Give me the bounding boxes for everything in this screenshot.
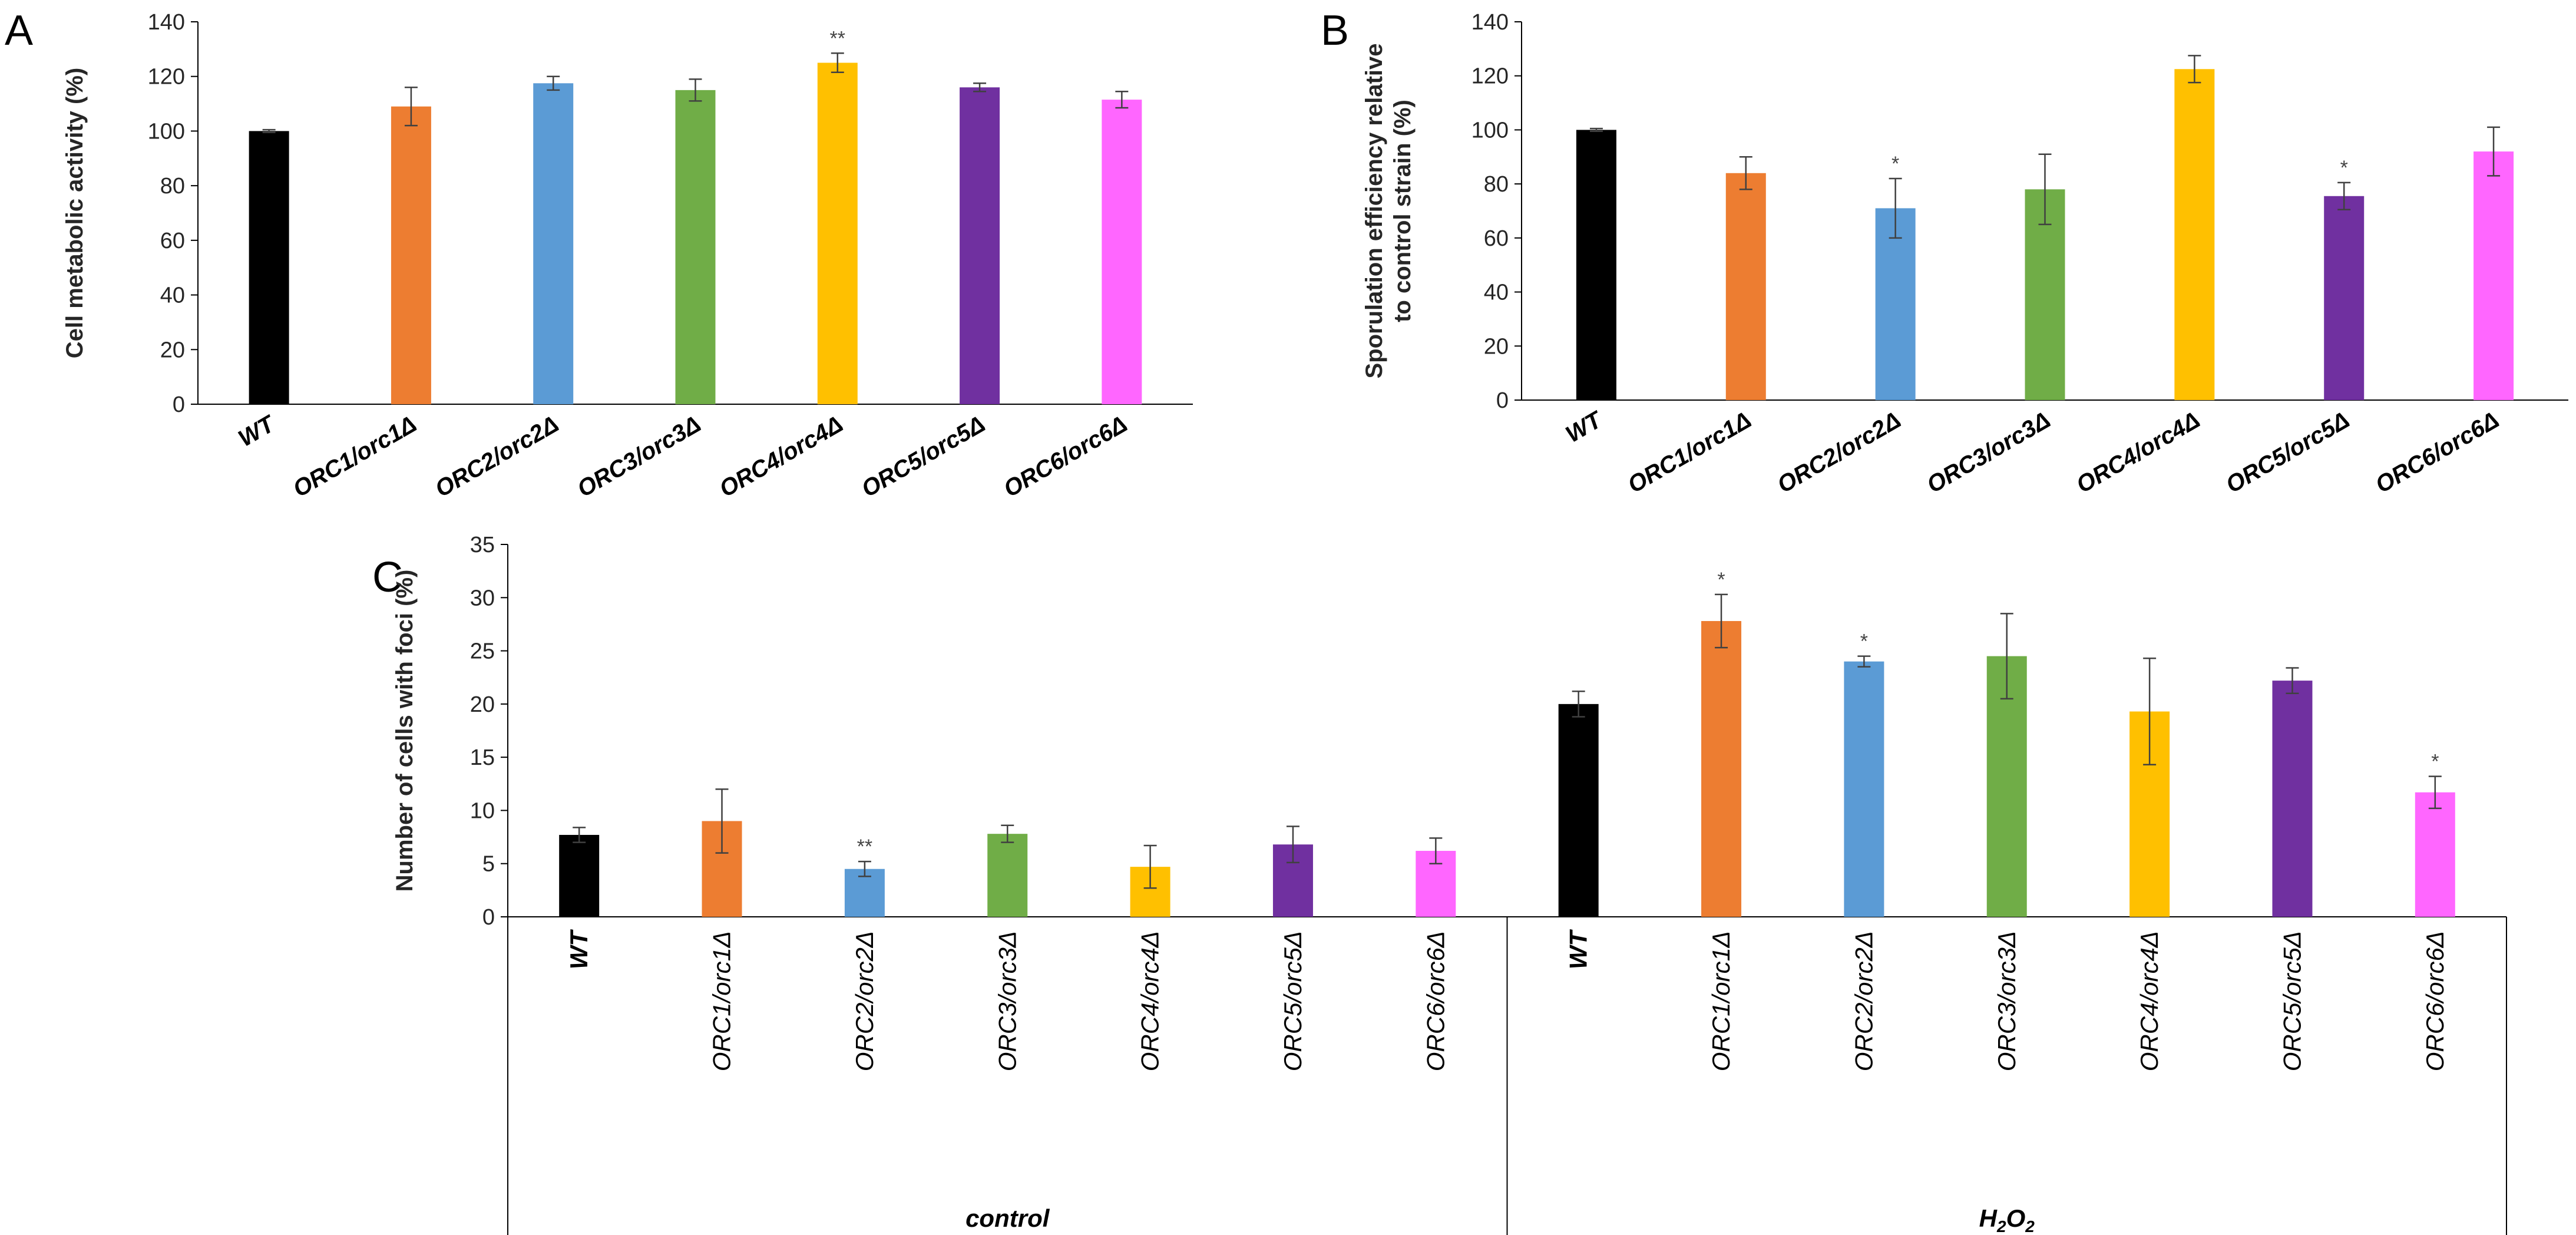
panel-c-category-label: ORC1/orc1Δ bbox=[1707, 931, 1735, 1071]
panel-letter-b: B bbox=[1321, 7, 1349, 54]
panel-a-significance-label: ** bbox=[830, 27, 845, 49]
panel-a-bar-orc3-orc3 bbox=[675, 90, 716, 405]
panel-b-y-tick-label: 80 bbox=[1484, 172, 1509, 197]
panel-c-bar-control-orc3-orc3 bbox=[987, 834, 1028, 917]
panel-c-group-label-control: control bbox=[965, 1204, 1050, 1232]
panel-a-bar-wt bbox=[249, 131, 289, 404]
panel-b-bar-orc5-orc5 bbox=[2324, 196, 2365, 400]
panel-b-category-label: ORC5/orc5Δ bbox=[2221, 407, 2353, 498]
panel-a-y-tick-label: 20 bbox=[160, 338, 185, 362]
panel-b-category-label: WT bbox=[1562, 406, 1608, 448]
panel-b-category-label: ORC1/orc1Δ bbox=[1623, 407, 1755, 498]
panel-c-y-tick-label: 20 bbox=[470, 692, 495, 717]
panel-b-y-tick-label: 40 bbox=[1484, 280, 1509, 305]
panel-c-significance-label: * bbox=[2431, 751, 2439, 773]
panel-a-category-label: ORC3/orc3Δ bbox=[573, 411, 705, 503]
panel-c-significance-label: * bbox=[1717, 569, 1725, 591]
panel-c-category-label: ORC5/orc5Δ bbox=[2278, 931, 2306, 1071]
panel-c-category-label: ORC2/orc2Δ bbox=[851, 931, 878, 1071]
panel-c-bar-control-wt bbox=[559, 834, 600, 917]
panel-c-y-tick-label: 30 bbox=[470, 586, 495, 610]
panel-a-bar-orc6-orc6 bbox=[1102, 100, 1142, 404]
panel-c-category-label: ORC6/orc6Δ bbox=[1421, 931, 1449, 1071]
panel-c-y-tick-label: 25 bbox=[470, 639, 495, 664]
panel-c-category-label: WT bbox=[565, 929, 593, 970]
panel-a-category-label: ORC1/orc1Δ bbox=[289, 411, 421, 503]
panel-b-y-tick-label: 0 bbox=[1496, 388, 1509, 413]
panel-c-bar-h2o2-orc2-orc2 bbox=[1844, 661, 1884, 917]
panel-b-y-tick-label: 100 bbox=[1471, 118, 1509, 143]
panel-b-y-tick-label: 20 bbox=[1484, 334, 1509, 359]
panel-a-category-label: ORC2/orc2Δ bbox=[431, 411, 563, 503]
panel-b-category-label: ORC3/orc3Δ bbox=[1923, 407, 2055, 498]
panel-c-category-label: ORC1/orc1Δ bbox=[708, 931, 736, 1071]
panel-c-significance-label: * bbox=[1860, 630, 1868, 653]
panel-a-bar-orc2-orc2 bbox=[533, 83, 574, 404]
panel-c-y-tick-label: 0 bbox=[482, 905, 495, 930]
panel-b-bar-orc1-orc1 bbox=[1725, 173, 1766, 400]
panel-letter-a: A bbox=[5, 7, 33, 54]
panel-letter-c: C bbox=[372, 554, 403, 601]
panel-a-category-label: ORC6/orc6Δ bbox=[1000, 411, 1132, 503]
panel-b-category-label: ORC6/orc6Δ bbox=[2371, 407, 2503, 498]
panel-c-bar-h2o2-orc5-orc5 bbox=[2272, 681, 2313, 917]
panel-a-y-tick-label: 140 bbox=[148, 10, 185, 35]
panel-b-bar-orc4-orc4 bbox=[2174, 69, 2215, 400]
panel-a-y-tick-label: 120 bbox=[148, 65, 185, 90]
panel-c-category-label: ORC6/orc6Δ bbox=[2421, 931, 2449, 1071]
panel-a-y-tick-label: 80 bbox=[160, 174, 185, 199]
panel-b-significance-label: * bbox=[1892, 153, 1899, 175]
panel-c-category-label: ORC3/orc3Δ bbox=[993, 931, 1021, 1071]
panel-b-category-label: ORC2/orc2Δ bbox=[1773, 407, 1905, 498]
panel-a-category-label: WT bbox=[234, 410, 280, 452]
panel-c-bar-h2o2-wt bbox=[1558, 704, 1599, 917]
panel-c-category-label: ORC3/orc3Δ bbox=[1993, 931, 2021, 1071]
panel-a-bar-orc1-orc1 bbox=[391, 106, 431, 404]
panel-c-y-tick-label: 5 bbox=[482, 852, 495, 877]
panel-b-chart: 0 20 40 60 80 100 120 140 Sporulation efficiency… bbox=[1361, 10, 2568, 498]
panel-c-category-label: ORC2/orc2Δ bbox=[1850, 931, 1877, 1071]
panel-a-category-label: ORC5/orc5Δ bbox=[857, 411, 989, 503]
panel-a-category-label: ORC4/orc4Δ bbox=[715, 411, 847, 503]
panel-c-y-axis-label: Number of cells with foci (%) bbox=[392, 570, 418, 892]
panel-c-significance-label: ** bbox=[857, 836, 872, 858]
panel-b-y-tick-label: 60 bbox=[1484, 226, 1509, 251]
panel-c-bar-h2o2-orc1-orc1 bbox=[1701, 621, 1742, 917]
panel-a-y-tick-label: 0 bbox=[173, 392, 185, 417]
panel-c-group-label-h2o2: H2O2 bbox=[1979, 1204, 2035, 1235]
panel-b-bar-orc2-orc2 bbox=[1875, 208, 1916, 400]
panel-c-category-label: ORC5/orc5Δ bbox=[1279, 931, 1307, 1071]
panel-b-category-label: ORC4/orc4Δ bbox=[2072, 407, 2204, 498]
panel-c-y-tick-label: 15 bbox=[470, 745, 495, 770]
panel-c-y-tick-label: 35 bbox=[470, 533, 495, 557]
panel-b-y-tick-label: 140 bbox=[1471, 10, 1509, 35]
panel-c-category-label: ORC4/orc4Δ bbox=[1136, 931, 1164, 1071]
panel-c-category-label: WT bbox=[1565, 929, 1592, 970]
panel-c-category-label: ORC4/orc4Δ bbox=[2135, 931, 2163, 1071]
panel-a-y-tick-label: 100 bbox=[148, 119, 185, 144]
panel-c-y-tick-label: 10 bbox=[470, 798, 495, 823]
panel-c-chart: 0 5 10 15 20 25 30 35 Number of cells with foci … bbox=[392, 533, 2507, 1235]
panel-a-bar-orc4-orc4 bbox=[817, 62, 858, 405]
panel-c-bar-h2o2-orc6-orc6 bbox=[2415, 792, 2455, 917]
panel-a-y-axis-label: Cell metabolic activity (%) bbox=[62, 68, 88, 358]
panel-a-y-tick-label: 40 bbox=[160, 283, 185, 308]
panel-b-y-tick-label: 120 bbox=[1471, 64, 1509, 89]
panel-c-bar-h2o2-orc3-orc3 bbox=[1986, 656, 2027, 917]
panel-b-bar-wt bbox=[1576, 130, 1616, 400]
panel-b-y-axis-label: Sporulation efficiency relative to contro… bbox=[1361, 43, 1416, 378]
panel-a-bar-orc5-orc5 bbox=[960, 87, 1000, 404]
panel-a-y-tick-label: 60 bbox=[160, 229, 185, 253]
panel-b-significance-label: * bbox=[2340, 157, 2348, 179]
panel-b-bar-orc6-orc6 bbox=[2474, 151, 2514, 400]
panel-a-chart: 0 20 40 60 80 100 120 140 Cell metabolic activit… bbox=[62, 10, 1193, 503]
